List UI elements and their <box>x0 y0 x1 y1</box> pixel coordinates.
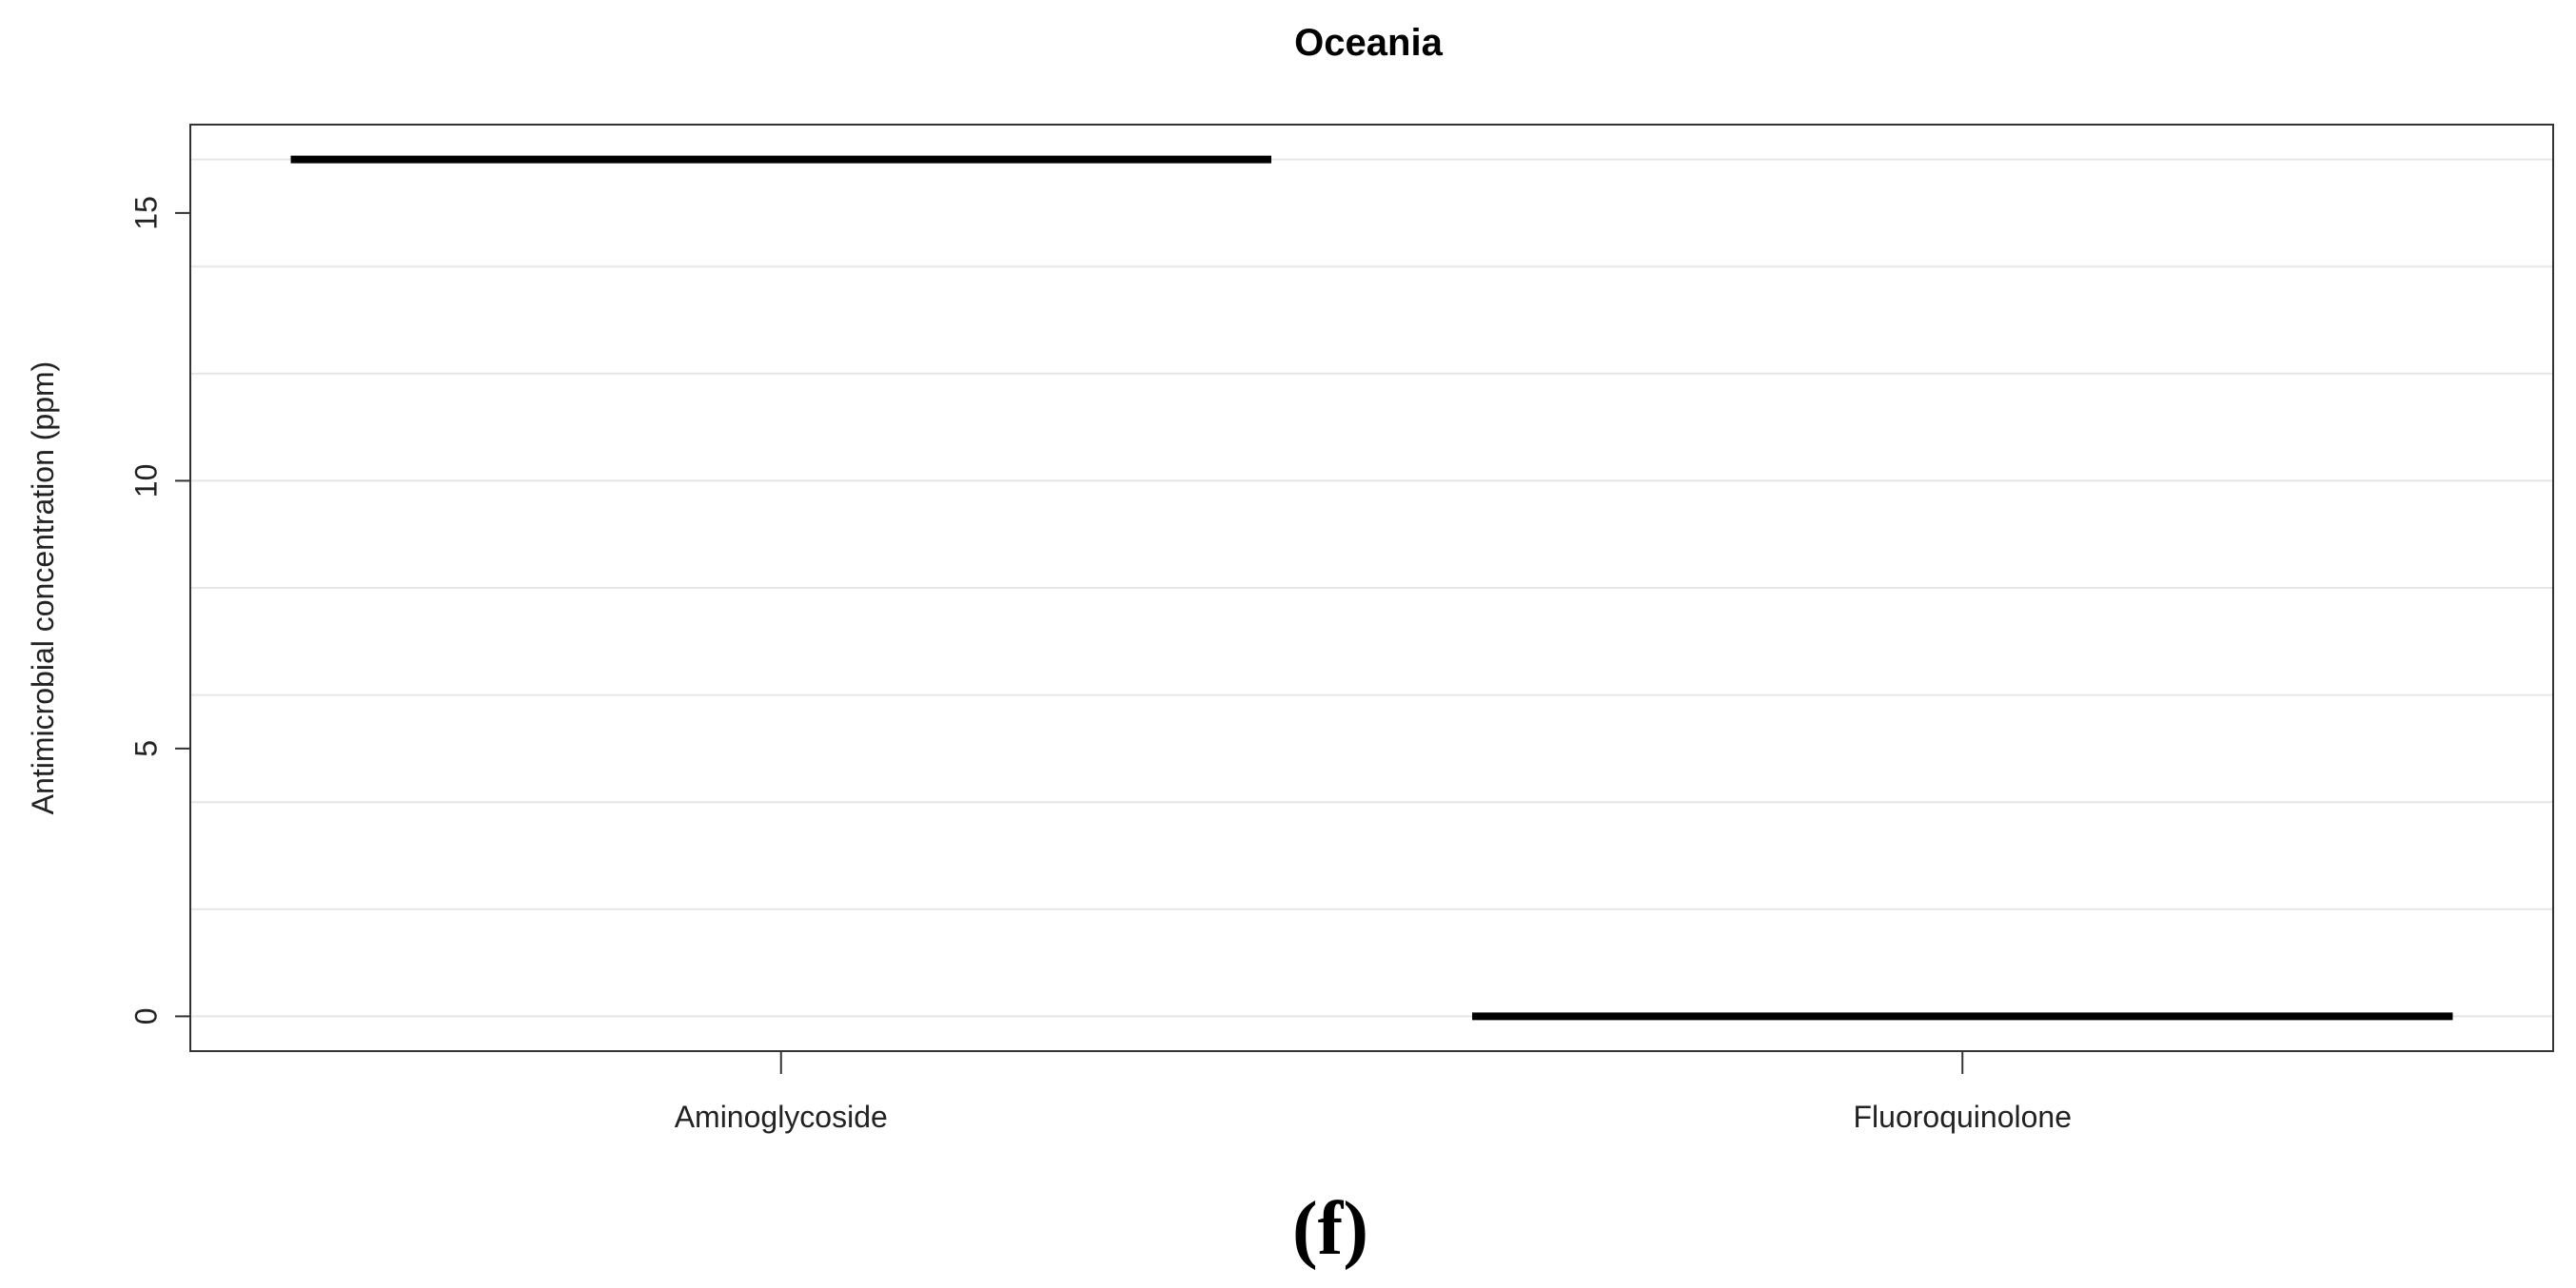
plot-frame <box>189 124 2554 1052</box>
x-axis: Aminoglycoside Fluoroquinolone <box>675 1051 2072 1134</box>
data-marks <box>290 155 2453 1021</box>
panel-label: (f) <box>1292 1187 1368 1271</box>
y-axis-label: Antimicrobial concentration (ppm) <box>26 361 60 815</box>
y-tick-label: 5 <box>128 740 163 757</box>
y-tick-label: 15 <box>128 196 163 230</box>
y-axis: 0 5 10 15 <box>128 196 190 1025</box>
y-tick-label: 10 <box>128 464 163 498</box>
x-tick-label: Fluoroquinolone <box>1854 1100 2073 1134</box>
y-tick-label: 0 <box>128 1008 163 1025</box>
gridlines <box>190 158 2553 1018</box>
chart-title: Oceania <box>1294 22 1443 64</box>
x-tick-label: Aminoglycoside <box>675 1100 888 1134</box>
